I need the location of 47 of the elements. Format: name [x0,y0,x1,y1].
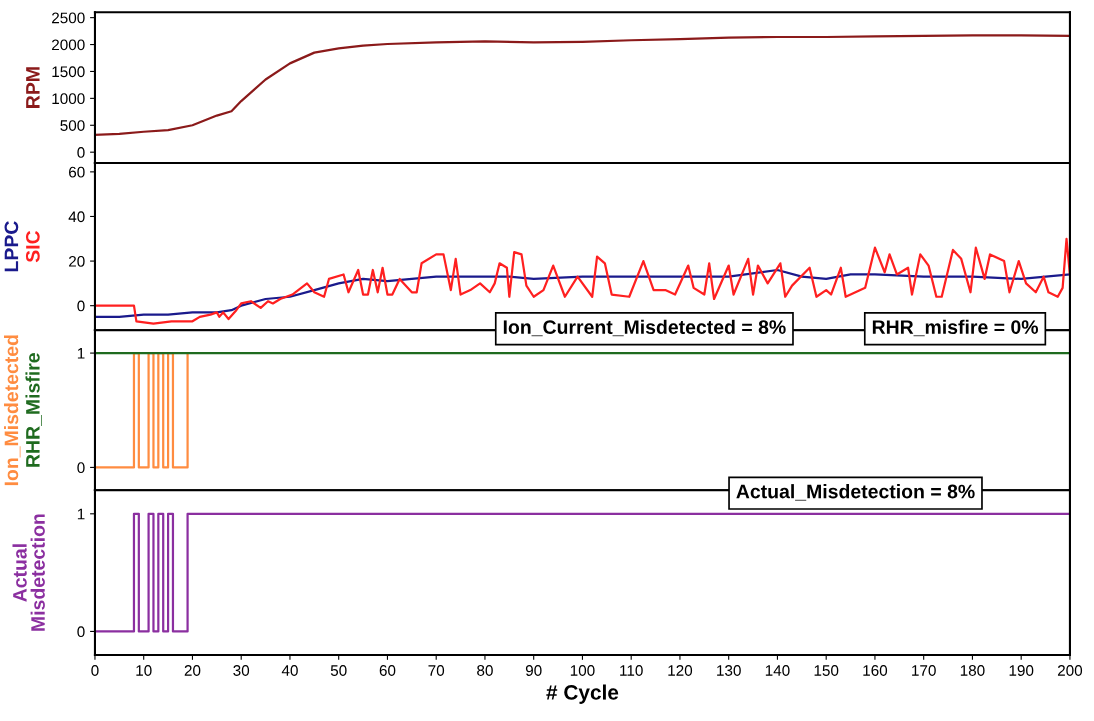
x-tick-label: 60 [379,665,396,676]
x-tick-label: 120 [668,665,693,676]
x-tick-label: 20 [184,665,201,676]
y-tick-label: 2500 [52,12,85,24]
line-series [94,268,1070,318]
x-tick-label: 200 [1057,665,1083,676]
annotation: RHR_misfire = 0% [872,319,1039,337]
y-tick-label: 1500 [52,66,85,78]
text: Actual Misdetection [12,514,45,631]
x-tick-label: 90 [525,665,542,676]
x-tick-label: 130 [717,665,741,676]
text: RPM [26,67,40,108]
x-tick-label: 70 [428,665,445,676]
y-tick-label: 1000 [52,93,85,105]
x-tick-label: 50 [330,665,347,676]
x-tick-label: 100 [570,665,595,676]
x-tick-label: 150 [814,665,839,676]
y-tick-label: 40 [68,211,85,223]
y-tick-label: 0 [77,462,85,474]
x-tick-label: 180 [960,665,985,676]
y-tick-label: 60 [69,166,85,178]
y-tick-label: 0 [77,147,85,158]
x-tick-label: 170 [912,665,936,676]
y-tick-label: 20 [69,255,85,267]
x-tick-label: 10 [136,665,152,676]
annotation: Actual_Misdetection = 8% [736,484,975,501]
x-axis-title: # Cycle [546,684,619,704]
y-tick-label: 1 [77,508,85,520]
x-tick-label: 40 [281,665,298,676]
x-tick-label: 160 [863,665,888,676]
y-tick-label: 0 [77,300,85,312]
x-tick-label: 80 [477,665,493,676]
text: Ion_Misdetected [4,335,21,486]
x-tick-label: 30 [233,665,250,676]
x-tick-label: 190 [1009,665,1034,676]
text: RHR_Misfire [25,353,42,467]
text: LPPC [4,221,19,272]
y-tick-label: 0 [77,626,85,638]
x-tick-label: 140 [765,665,790,676]
y-tick-label: 500 [60,120,85,131]
x-tick-label: 110 [620,665,643,676]
y-tick-label: 1 [77,348,85,359]
annotation: Ion_Current_Misdetected = 8% [503,319,786,337]
y-tick-label: 2000 [52,39,85,51]
text: SIC [25,230,40,263]
line-series [94,34,1070,137]
x-tick-label: 0 [91,665,99,676]
